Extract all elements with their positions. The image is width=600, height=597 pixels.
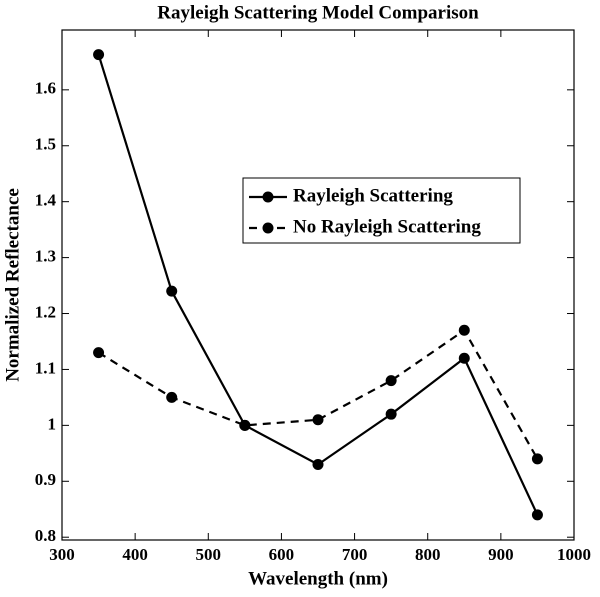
x-tick-label: 600: [269, 545, 295, 564]
y-tick-label: 0.8: [35, 526, 56, 545]
x-tick-label: 900: [488, 545, 514, 564]
data-point: [458, 324, 470, 336]
data-point: [458, 352, 470, 364]
y-tick-label: 0.9: [35, 470, 56, 489]
data-point: [239, 419, 251, 431]
y-tick-label: 1.5: [35, 135, 56, 154]
x-tick-label: 300: [49, 545, 75, 564]
legend-box: [242, 177, 521, 244]
y-tick-label: 1.1: [35, 358, 56, 377]
series-line: [97, 54, 539, 516]
legend-label: Rayleigh Scattering: [293, 185, 453, 206]
plot-frame: [61, 29, 575, 541]
data-point: [531, 509, 543, 521]
data-point: [166, 391, 178, 403]
data-point: [93, 49, 105, 61]
series-line: [97, 328, 539, 460]
y-tick-label: 1.6: [35, 79, 56, 98]
y-tick-label: 1.4: [35, 191, 57, 210]
x-tick-label: 500: [196, 545, 222, 564]
legend-marker: [262, 191, 274, 203]
x-tick-label: 800: [415, 545, 441, 564]
data-point: [385, 375, 397, 387]
data-point: [93, 347, 105, 359]
x-axis-label: Wavelength (nm): [248, 568, 388, 589]
x-tick-label: 400: [122, 545, 148, 564]
data-point: [531, 453, 543, 465]
data-point: [385, 408, 397, 420]
y-tick-label: 1: [48, 414, 57, 433]
data-point: [312, 459, 324, 471]
x-tick-label: 1000: [557, 545, 591, 564]
legend-marker: [262, 222, 274, 234]
y-axis-label: Normalized Reflectance: [2, 188, 23, 382]
chart-title: Rayleigh Scattering Model Comparison: [157, 2, 479, 23]
data-point: [166, 285, 178, 297]
data-point: [312, 414, 324, 426]
legend-label: No Rayleigh Scattering: [293, 216, 481, 237]
x-tick-label: 700: [342, 545, 368, 564]
y-tick-label: 1.2: [35, 302, 56, 321]
y-tick-label: 1.3: [35, 247, 56, 266]
